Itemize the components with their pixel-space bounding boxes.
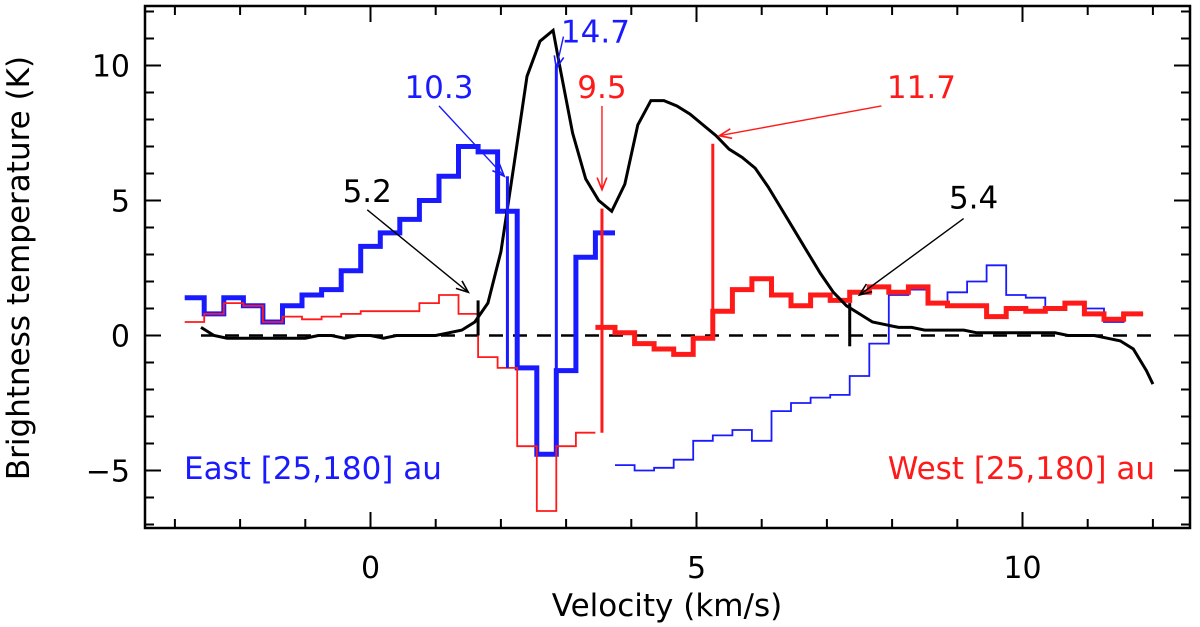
plot-area bbox=[143, 4, 1192, 530]
annotation-arrow-5 bbox=[859, 218, 965, 296]
annotation-label-1: 10.3 bbox=[404, 70, 473, 106]
annotation-arrow-0 bbox=[366, 209, 469, 293]
legend-east: East [25,180] au bbox=[184, 451, 442, 487]
annotation-label-2: 14.7 bbox=[561, 15, 630, 51]
annotation-arrowhead-4 bbox=[717, 128, 733, 140]
annotation-arrowhead-3 bbox=[596, 177, 608, 192]
tick-labels: 0 5 10 −5 0 5 10 bbox=[86, 50, 1042, 587]
axis-ticks bbox=[145, 6, 1190, 528]
annotation-arrowhead-2 bbox=[553, 55, 565, 71]
x-tick-label-0: 0 bbox=[361, 551, 380, 586]
annotations: 5.2 10.3 14.7 9.5 11.7 5.4 bbox=[343, 15, 998, 297]
series-east-thick bbox=[184, 144, 615, 457]
series-group bbox=[184, 27, 1155, 512]
annotation-arrowhead-0 bbox=[455, 280, 470, 294]
x-tick-label-1: 5 bbox=[687, 551, 706, 586]
annotation-label-5: 5.4 bbox=[949, 181, 998, 217]
series-west-thin bbox=[184, 294, 596, 512]
legend-west: West [25,180] au bbox=[888, 451, 1155, 487]
y-tick-label-3: 10 bbox=[92, 50, 130, 85]
x-tick-label-2: 10 bbox=[1003, 551, 1041, 586]
y-axis-title: Brightness temperature (K) bbox=[1, 56, 37, 480]
annotation-arrow-2 bbox=[555, 36, 565, 69]
y-tick-label-2: 5 bbox=[111, 185, 130, 220]
annotation-arrowhead-1 bbox=[492, 163, 506, 178]
annotation-label-3: 9.5 bbox=[577, 70, 626, 106]
series-east-thin bbox=[615, 264, 1144, 472]
annotation-label-0: 5.2 bbox=[343, 174, 392, 210]
annotation-arrowhead-5 bbox=[857, 283, 873, 297]
series-model bbox=[200, 27, 1155, 385]
plot-frame bbox=[143, 4, 1192, 530]
annotation-label-4: 11.7 bbox=[887, 70, 956, 106]
annotation-arrow-4 bbox=[719, 105, 882, 137]
y-tick-label-1: 0 bbox=[111, 320, 130, 355]
annotation-arrow-1 bbox=[438, 105, 505, 177]
y-tick-label-0: −5 bbox=[86, 455, 130, 490]
x-axis-title: Velocity (km/s) bbox=[552, 588, 782, 624]
